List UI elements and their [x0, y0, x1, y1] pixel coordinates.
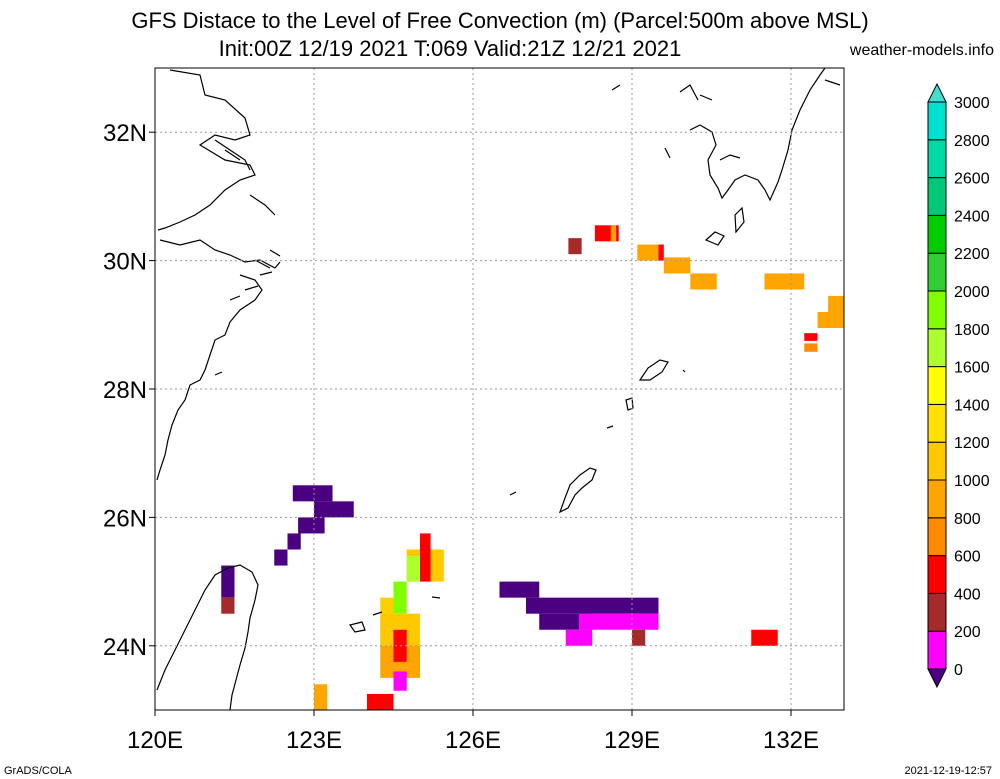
field-cell — [526, 597, 659, 614]
colorbar-label: 2600 — [954, 171, 990, 188]
colorbar: 0 200 400 600 800 1000 1200 1400 1600 1800 2000 220… — [927, 82, 990, 689]
field-cell — [579, 613, 659, 630]
colorbar-label: 2000 — [954, 284, 990, 301]
field-cell — [499, 581, 540, 598]
colorbar-segment — [927, 290, 947, 330]
field-cell — [287, 533, 301, 550]
coast-tanegashima — [704, 206, 745, 246]
field-cell — [804, 343, 818, 352]
colorbar-label: 1600 — [954, 360, 990, 377]
map-title: GFS Distace to the Level of Free Convect… — [131, 8, 869, 33]
field-cell — [804, 333, 818, 341]
source-label: weather-models.info — [849, 42, 994, 59]
colorbar-segment — [927, 214, 947, 254]
field-cell — [314, 693, 328, 710]
colorbar-label: 3000 — [954, 95, 990, 112]
field-cell — [393, 671, 407, 691]
colorbar-label: 2800 — [954, 133, 990, 150]
coast-yaeyama — [348, 596, 441, 633]
field-cell — [764, 273, 805, 290]
field-cell — [637, 244, 662, 261]
x-tick-label: 126E — [445, 727, 501, 754]
field-cell — [367, 693, 394, 710]
colorbar-segment — [927, 441, 947, 481]
field-cell — [420, 533, 431, 582]
map-background — [155, 68, 844, 710]
colorbar-label: 2400 — [954, 208, 990, 225]
x-tick-label: 120E — [127, 727, 183, 754]
field-cell — [663, 257, 691, 274]
colorbar-max-arrow — [927, 82, 947, 103]
coast-yangtze — [214, 139, 276, 216]
coast-kyushu — [611, 67, 841, 202]
field-cell — [298, 517, 325, 534]
colorbar-label: 1200 — [954, 435, 990, 452]
colorbar-segment — [927, 177, 947, 216]
coast-okinawa — [509, 467, 597, 514]
colorbar-label: 200 — [954, 624, 981, 641]
coast-taiwan — [156, 564, 259, 711]
colorbar-segment — [927, 479, 947, 519]
colorbar-label: 0 — [954, 662, 963, 679]
field-cell — [221, 565, 235, 598]
colorbar-segment — [927, 252, 947, 292]
x-axis-labels: 120E 123E 126E 129E 132E — [127, 727, 819, 754]
coast-amami — [606, 359, 686, 429]
coastlines — [156, 67, 841, 711]
colorbar-min-arrow — [927, 668, 947, 689]
y-tick-label: 26N — [103, 505, 147, 532]
colorbar-label: 800 — [954, 511, 981, 528]
field-cell — [610, 225, 617, 242]
x-tick-label: 123E — [286, 727, 342, 754]
field-cell — [568, 238, 582, 255]
colorbar-segment — [927, 630, 947, 670]
map-subtitle: Init:00Z 12/19 2021 T:069 Valid:21Z 12/2… — [218, 36, 682, 61]
colorbar-segment — [927, 517, 947, 557]
field-cell — [274, 549, 288, 566]
axis-ticks — [149, 131, 792, 716]
colorbar-segment — [927, 366, 947, 405]
y-tick-label: 30N — [103, 249, 147, 276]
field-cell — [690, 273, 717, 290]
colorbar-label: 600 — [954, 549, 981, 566]
field-cell — [632, 629, 646, 646]
field-cell — [393, 581, 407, 614]
field-cell — [751, 629, 778, 646]
field-cell — [292, 485, 333, 502]
y-tick-label: 24N — [103, 634, 147, 661]
colorbar-label: 1000 — [954, 473, 990, 490]
coast-china-zhejiang — [156, 239, 281, 481]
x-tick-label: 129E — [604, 727, 660, 754]
footer-left: GrADS/COLA — [4, 765, 72, 777]
colorbar-segment — [927, 555, 947, 594]
x-tick-label: 132E — [763, 727, 819, 754]
coast-china-north — [157, 69, 256, 231]
colorbar-segment — [927, 139, 947, 179]
colorbar-segment — [927, 328, 947, 368]
field-cell — [828, 295, 844, 312]
field-cell — [221, 597, 235, 614]
field-cell — [314, 501, 354, 518]
colorbar-segment — [927, 403, 947, 443]
colorbar-segment — [927, 101, 947, 141]
field-cell — [314, 684, 328, 698]
colorbar-label: 400 — [954, 586, 981, 603]
y-tick-label: 28N — [103, 377, 147, 404]
coast-islands-zhoushan — [214, 259, 273, 376]
colorbar-label: 1800 — [954, 322, 990, 339]
field-cell — [817, 311, 844, 329]
lfc-field — [221, 225, 844, 710]
y-tick-label: 32N — [103, 120, 147, 147]
grid — [155, 68, 844, 710]
footer-right: 2021-12-19-12:57 — [904, 765, 992, 777]
field-cell — [658, 244, 664, 261]
colorbar-label: 1400 — [954, 397, 990, 414]
field-cell — [565, 629, 593, 646]
y-axis-labels: 24N 26N 28N 30N 32N — [103, 120, 147, 661]
colorbar-label: 2200 — [954, 246, 990, 263]
colorbar-segment — [927, 592, 947, 632]
